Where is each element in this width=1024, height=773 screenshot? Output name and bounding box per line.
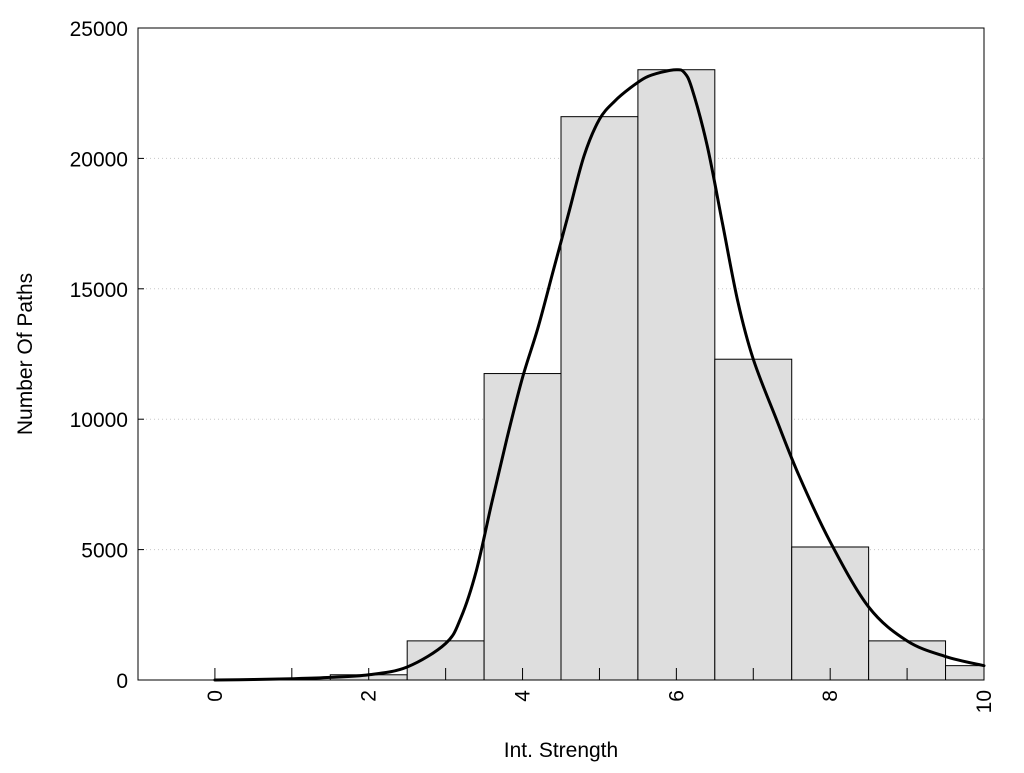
density-curve [213, 68, 986, 682]
histogram-bar [483, 373, 562, 681]
y-tick-label: 25000 [70, 18, 128, 41]
x-tick-label: 0 [204, 690, 227, 702]
plot-frame [137, 27, 985, 681]
histogram-bar [945, 665, 985, 681]
y-tick-label: 15000 [70, 279, 128, 302]
x-tick-label: 2 [358, 690, 381, 702]
y-tick-label: 10000 [70, 409, 128, 432]
y-tick-label: 0 [116, 670, 128, 693]
x-tick-label: 6 [665, 690, 688, 702]
y-axis-label: Number Of Paths [14, 273, 37, 435]
x-axis: 0 2 4 6 8 10 [204, 668, 996, 713]
histogram-bar [791, 546, 870, 681]
bars-layer [329, 69, 985, 681]
curve-layer [213, 68, 986, 682]
x-tick-label: 4 [512, 690, 535, 702]
histogram-bar [714, 358, 793, 681]
y-axis: 0 5000 10000 15000 20000 25000 [70, 18, 144, 693]
x-tick-label: 8 [819, 690, 842, 702]
x-tick-label: 10 [973, 690, 996, 713]
y-tick-label: 20000 [70, 148, 128, 171]
histogram-bar [637, 69, 716, 681]
x-axis-label: Int. Strength [504, 739, 618, 762]
y-tick-label: 5000 [81, 540, 128, 563]
